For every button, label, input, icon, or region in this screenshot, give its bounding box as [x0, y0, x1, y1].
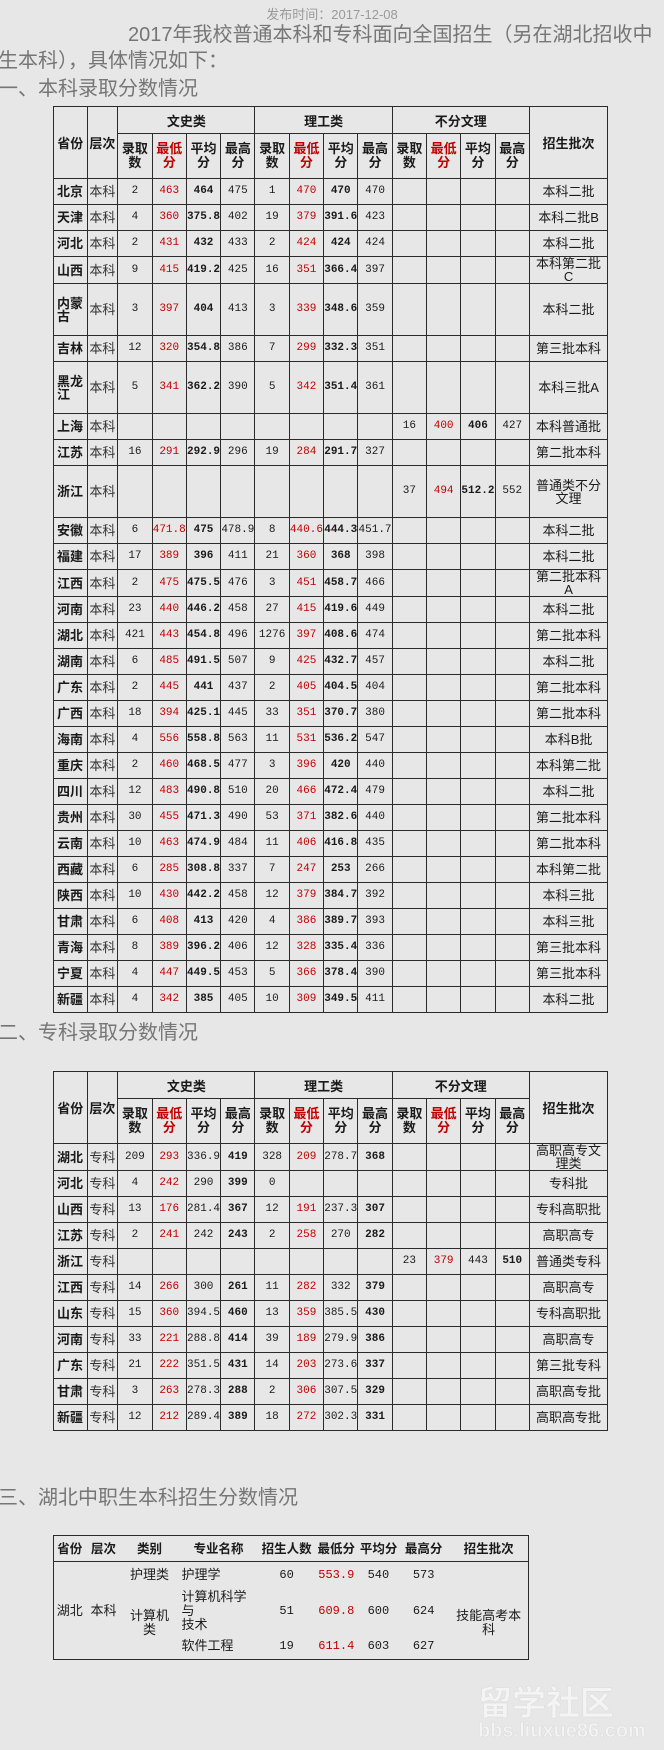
svg-text:bbs.liuxue86.com: bbs.liuxue86.com [478, 1720, 646, 1742]
svg-text:留学社区: 留学社区 [478, 1676, 614, 1725]
